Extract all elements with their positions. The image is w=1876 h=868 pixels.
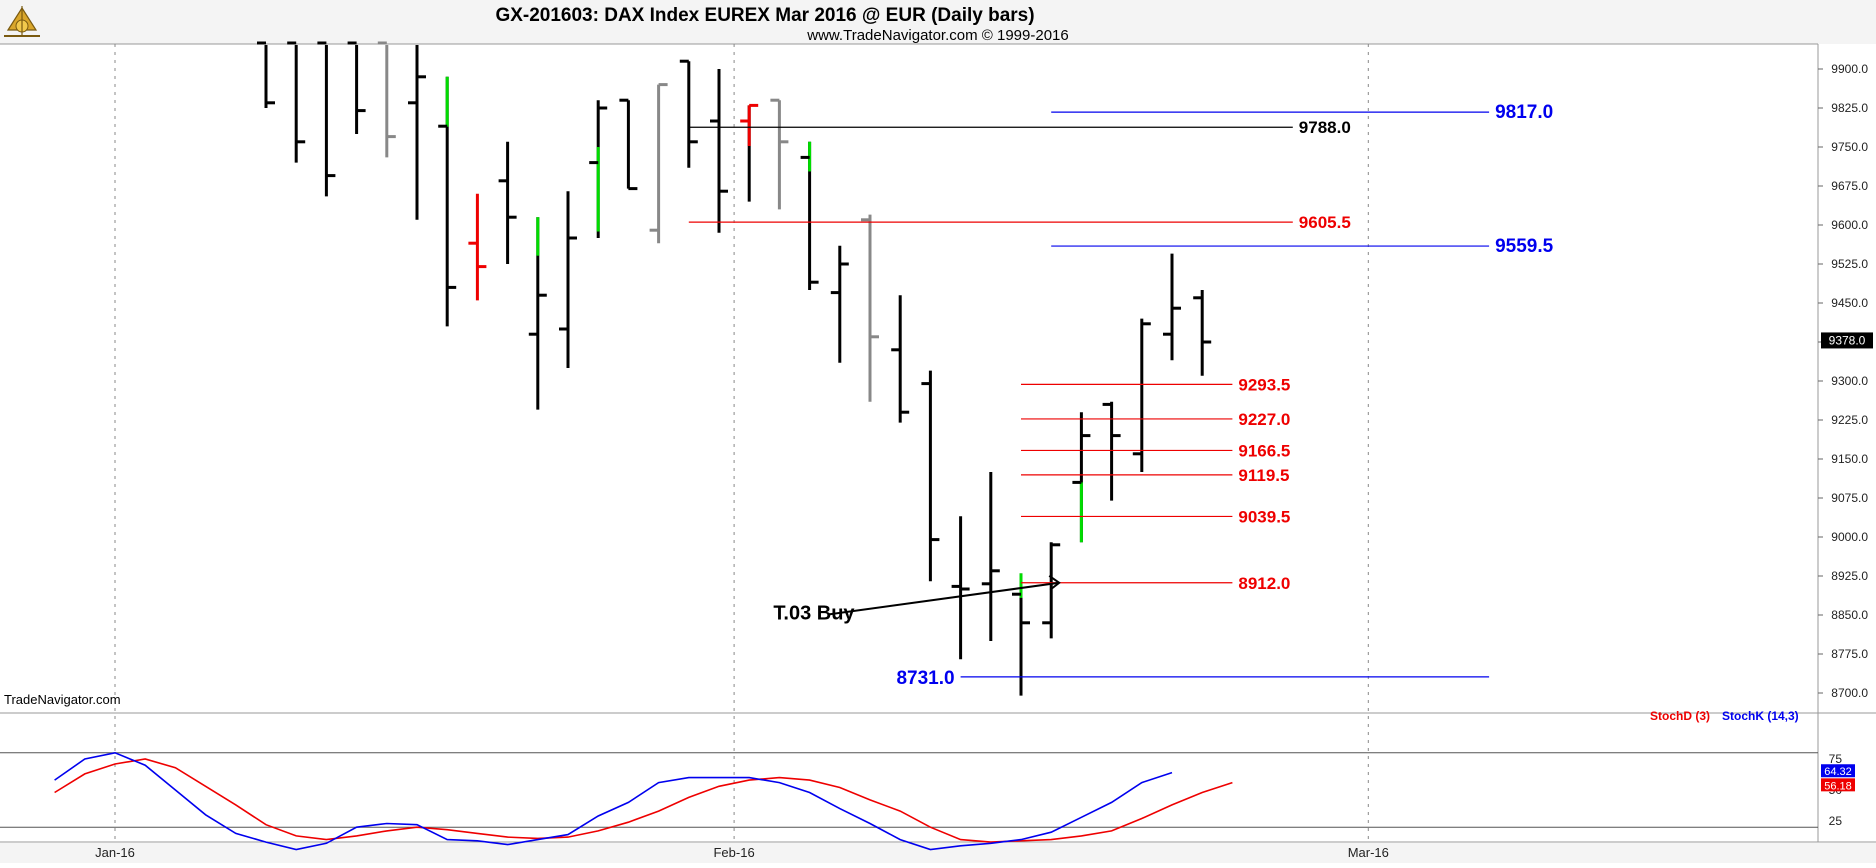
ohlc-bar [1193,290,1212,376]
level-label: 9605.5 [1299,213,1351,232]
level-label: 9119.5 [1238,466,1289,485]
level-label: 9227.0 [1238,410,1290,429]
ohlc-bar [377,41,396,158]
ohlc-bar [1072,412,1091,543]
ohlc-bar [1163,253,1181,361]
price-axis: 9900.0 9825.0 9750.0 9675.0 9600.0 9525.0 9450… [1818,62,1873,700]
ohlc-bar [861,214,879,402]
ohlc-bar [951,516,970,660]
sextant-icon [4,6,40,37]
annotation-arrow [828,581,1060,616]
y-tick-label: 8925.0 [1831,569,1868,583]
support-label: 8731.0 [896,668,954,689]
x-tick-label: Jan-16 [95,845,135,860]
chart-subtitle: www.TradeNavigator.com © 1999-2016 [806,27,1068,44]
level-label: 9817.0 [1495,102,1553,123]
ohlc-bar [589,100,608,238]
y-tick-label: 9825.0 [1831,101,1868,115]
x-axis-strip [0,843,1876,863]
stoch-tick-label: 75 [1829,752,1843,766]
ohlc-bar [408,45,426,220]
ohlc-bar [921,370,940,582]
ohlc-bar [800,141,819,290]
y-tick-label: 9000.0 [1831,530,1868,544]
y-tick-label: 9300.0 [1831,374,1868,388]
y-tick-label: 9750.0 [1831,140,1868,154]
ohlc-bar [559,191,577,368]
last-price-box [1821,332,1873,349]
ohlc-bar [528,217,547,410]
last-price-label: 9378.0 [1829,333,1866,347]
ohlc-bar [770,98,789,210]
y-tick-label: 9900.0 [1831,62,1868,76]
ohlc-bar [287,41,306,163]
ohlc-bar [468,193,487,301]
stochk-last-box [1821,764,1855,778]
stochd-last-box [1821,778,1855,792]
legend-stochk: StochK (14,3) [1722,709,1799,723]
ohlc-bar [679,59,698,168]
x-tick-label: Feb-16 [713,845,754,860]
ohlc-bar [830,245,849,363]
annotation-label: T.03 Buy [773,602,855,624]
level-label: 9166.5 [1238,441,1290,460]
y-tick-label: 9450.0 [1831,296,1868,310]
x-tick-label: Mar-16 [1348,845,1389,860]
ohlc-bar [649,83,668,244]
ohlc-bar [710,69,728,233]
y-tick-label: 9675.0 [1831,179,1868,193]
level-label: 8912.0 [1238,574,1290,593]
ohlc-bars [257,41,1212,696]
ohlc-bar [619,98,638,191]
x-gridlines [114,44,1369,842]
ohlc-bar [1102,401,1121,501]
stochd-last-label: 56.18 [1824,780,1852,792]
watermark: TradeNavigator.com [4,692,121,707]
y-tick-label: 9150.0 [1831,452,1868,466]
ohlc-bar [891,295,910,423]
level-label: 9293.5 [1238,375,1290,394]
stoch-series-line [54,751,1173,851]
y-tick-label: 8850.0 [1831,608,1868,622]
level-label: 9788.0 [1299,118,1351,137]
ohlc-bar [740,103,759,202]
chart-title: GX-201603: DAX Index EUREX Mar 2016 @ EU… [495,5,1034,26]
ohlc-bar [1132,318,1151,472]
ohlc-bar [1042,542,1061,639]
ohlc-bar [347,41,366,134]
annotation-arrowhead [1048,574,1061,591]
ohlc-bar [317,41,336,197]
y-tick-label: 9600.0 [1831,218,1868,232]
stoch-tick-label: 25 [1829,814,1843,828]
level-label: 9559.5 [1495,236,1554,257]
stoch-series-line [54,758,1233,843]
time-axis: Jan-16 Feb-16 Mar-16 [95,845,1389,860]
ohlc-bar [981,472,1000,641]
level-label: 9039.5 [1238,507,1290,526]
trade-annotation: T.03 Buy [773,574,1061,624]
ohlc-bar [498,141,517,264]
y-tick-label: 8700.0 [1831,686,1868,700]
y-tick-label: 9525.0 [1831,257,1868,271]
stochk-last-label: 64.32 [1824,766,1852,778]
ohlc-bar [1012,573,1030,696]
y-tick-label: 8775.0 [1831,647,1868,661]
ohlc-bar [438,76,457,327]
y-tick-label: 9225.0 [1831,413,1868,427]
header-strip [0,0,1876,44]
ohlc-bar [257,41,275,108]
legend-stochd: StochD (3) [1650,709,1710,723]
price-levels: 9817.0 9788.0 9605.5 9559.5 9293.5 9227.0 9166… [688,102,1554,689]
y-tick-label: 9075.0 [1831,491,1868,505]
